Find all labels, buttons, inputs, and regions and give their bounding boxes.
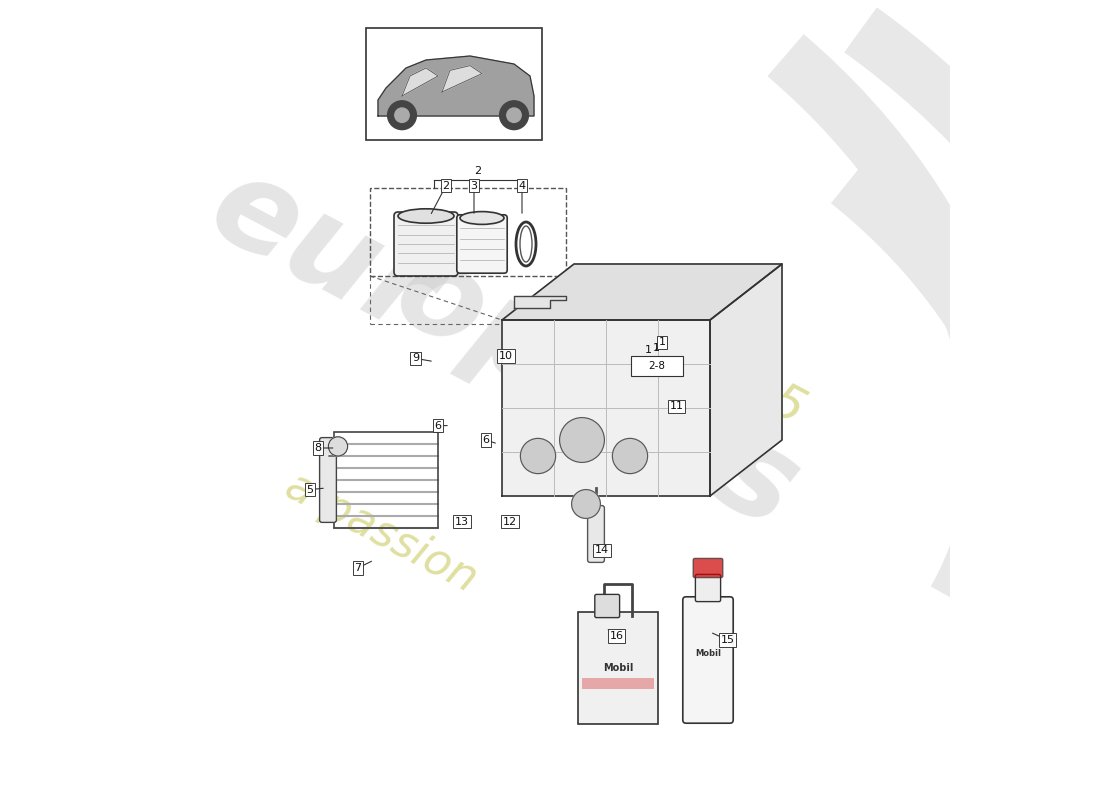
Text: opa: opa: [374, 230, 660, 458]
Text: 1: 1: [653, 343, 660, 353]
Text: 15: 15: [720, 635, 735, 645]
Circle shape: [613, 438, 648, 474]
Text: 5: 5: [307, 485, 314, 494]
Text: 6: 6: [434, 421, 441, 430]
Text: 3: 3: [471, 181, 477, 190]
Ellipse shape: [398, 209, 454, 223]
Circle shape: [499, 101, 528, 130]
Text: since 1985: since 1985: [550, 263, 814, 434]
Text: 8: 8: [315, 443, 321, 453]
FancyBboxPatch shape: [630, 356, 683, 376]
Text: 16: 16: [609, 631, 624, 641]
Text: 6: 6: [483, 435, 490, 445]
Polygon shape: [502, 264, 782, 320]
FancyBboxPatch shape: [683, 597, 734, 723]
FancyBboxPatch shape: [366, 28, 542, 140]
Text: 1: 1: [659, 338, 666, 347]
Text: Mobil: Mobil: [695, 650, 721, 658]
Polygon shape: [402, 68, 438, 96]
FancyBboxPatch shape: [695, 574, 721, 602]
Text: 2: 2: [442, 181, 450, 190]
Circle shape: [507, 108, 521, 122]
FancyBboxPatch shape: [456, 214, 507, 274]
FancyBboxPatch shape: [320, 438, 337, 522]
Polygon shape: [378, 56, 534, 116]
Polygon shape: [502, 320, 710, 496]
Polygon shape: [710, 264, 782, 496]
Text: eur: eur: [190, 145, 454, 362]
Text: 11: 11: [670, 402, 683, 411]
Circle shape: [387, 101, 417, 130]
Text: 10: 10: [499, 351, 513, 361]
Text: Mobil: Mobil: [603, 663, 634, 673]
Text: 14: 14: [595, 546, 609, 555]
Circle shape: [395, 108, 409, 122]
Text: 13: 13: [455, 517, 469, 526]
Text: 1: 1: [645, 345, 652, 354]
Text: a passion: a passion: [278, 464, 484, 601]
FancyBboxPatch shape: [578, 612, 658, 724]
Text: 12: 12: [503, 517, 517, 526]
Circle shape: [572, 490, 601, 518]
FancyBboxPatch shape: [582, 678, 654, 689]
Text: 4: 4: [518, 181, 526, 190]
Ellipse shape: [460, 212, 504, 225]
Circle shape: [329, 437, 348, 456]
Circle shape: [560, 418, 604, 462]
Text: 7: 7: [354, 563, 362, 573]
FancyBboxPatch shape: [394, 212, 458, 276]
Text: res: res: [566, 343, 817, 554]
Polygon shape: [514, 296, 566, 308]
FancyBboxPatch shape: [587, 506, 604, 562]
Text: 2: 2: [474, 166, 482, 176]
Text: 2-8: 2-8: [648, 361, 664, 370]
FancyBboxPatch shape: [595, 594, 619, 618]
Polygon shape: [442, 66, 482, 92]
Text: 9: 9: [412, 354, 419, 363]
FancyBboxPatch shape: [693, 558, 723, 578]
Circle shape: [520, 438, 556, 474]
